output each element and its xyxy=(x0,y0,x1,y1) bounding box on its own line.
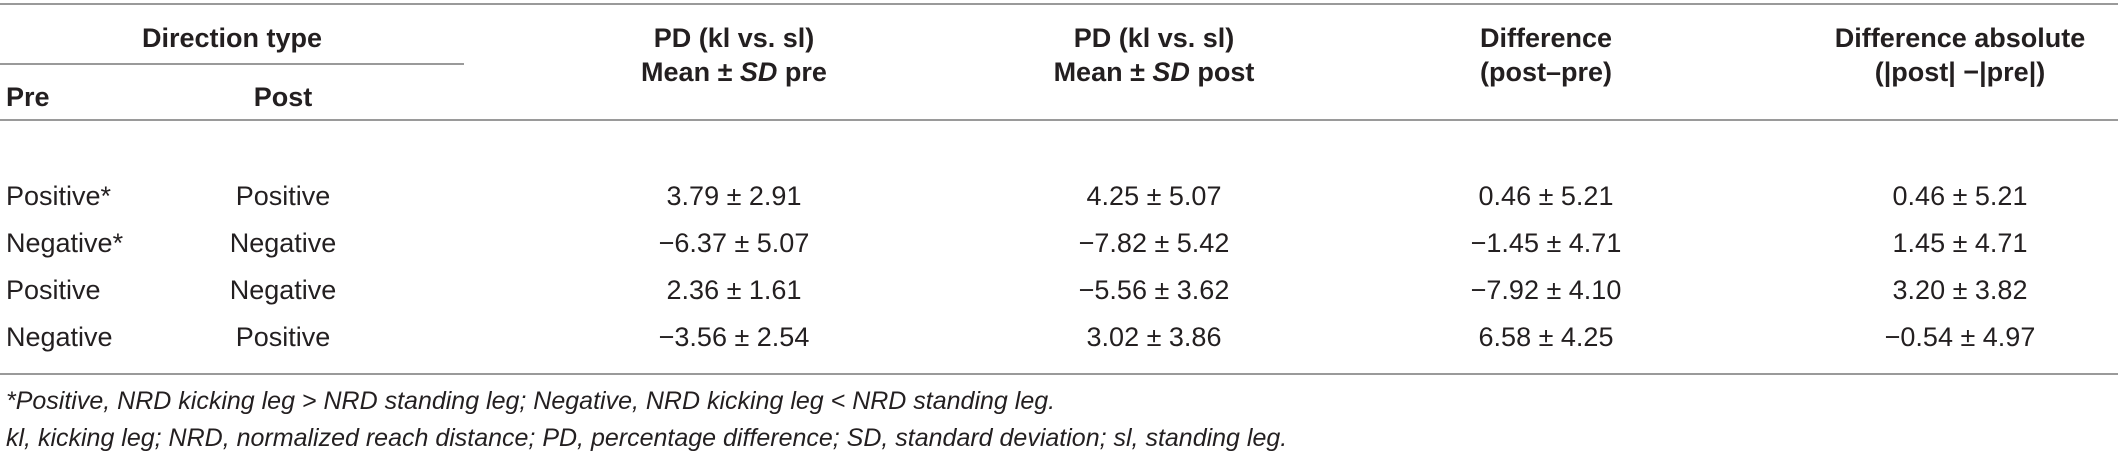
row2-difference: −1.45 ± 4.71 xyxy=(1470,228,1622,258)
header-direction-subrule xyxy=(0,63,464,65)
row3-pd-pre: 2.36 ± 1.61 xyxy=(666,275,802,305)
header-difference-line1: Difference xyxy=(1479,23,1613,53)
row4-abs-difference: −0.54 ± 4.97 xyxy=(1884,322,2036,352)
row3-abs-difference: 3.20 ± 3.82 xyxy=(1892,275,2028,305)
header-difference-line2: (post–pre) xyxy=(1479,57,1613,87)
row2-post: Negative xyxy=(229,228,337,258)
row4-difference: 6.58 ± 4.25 xyxy=(1478,322,1614,352)
row4-post: Positive xyxy=(235,322,331,352)
header-post: Post xyxy=(253,82,313,112)
header-pd-post-line1: PD (kl vs. sl) xyxy=(1073,23,1235,53)
row1-abs-difference: 0.46 ± 5.21 xyxy=(1892,181,2028,211)
row1-pd-post: 4.25 ± 5.07 xyxy=(1086,181,1222,211)
header-bottom-rule xyxy=(0,119,2118,121)
row1-post: Positive xyxy=(235,181,331,211)
row3-pre: Positive xyxy=(6,275,101,305)
header-pre: Pre xyxy=(6,82,50,112)
row3-post: Negative xyxy=(229,275,337,305)
row2-abs-difference: 1.45 ± 4.71 xyxy=(1892,228,2028,258)
header-pd-post-line2: Mean ± SD post xyxy=(1053,57,1255,87)
footnote-direction: *Positive, NRD kicking leg > NRD standin… xyxy=(6,387,1056,415)
row4-pre: Negative xyxy=(6,322,113,352)
row4-pd-post: 3.02 ± 3.86 xyxy=(1086,322,1222,352)
row3-pd-post: −5.56 ± 3.62 xyxy=(1078,275,1230,305)
row1-pre: Positive* xyxy=(6,181,112,211)
row2-pd-pre: −6.37 ± 5.07 xyxy=(658,228,810,258)
header-direction-type: Direction type xyxy=(141,23,323,53)
table-top-rule xyxy=(0,3,2118,5)
row1-pd-pre: 3.79 ± 2.91 xyxy=(666,181,802,211)
footnote-abbreviations: kl, kicking leg; NRD, normalized reach d… xyxy=(6,424,1288,452)
row3-difference: −7.92 ± 4.10 xyxy=(1470,275,1622,305)
row1-difference: 0.46 ± 5.21 xyxy=(1478,181,1614,211)
header-pd-pre-line1: PD (kl vs. sl) xyxy=(653,23,815,53)
row4-pd-pre: −3.56 ± 2.54 xyxy=(658,322,810,352)
table-bottom-rule xyxy=(0,373,2118,375)
row2-pd-post: −7.82 ± 5.42 xyxy=(1078,228,1230,258)
header-abs-difference-line2: (|post| −|pre|) xyxy=(1874,57,2046,87)
row2-pre: Negative* xyxy=(6,228,124,258)
header-pd-pre-line2: Mean ± SD pre xyxy=(641,57,827,87)
header-abs-difference-line1: Difference absolute xyxy=(1834,23,2086,53)
